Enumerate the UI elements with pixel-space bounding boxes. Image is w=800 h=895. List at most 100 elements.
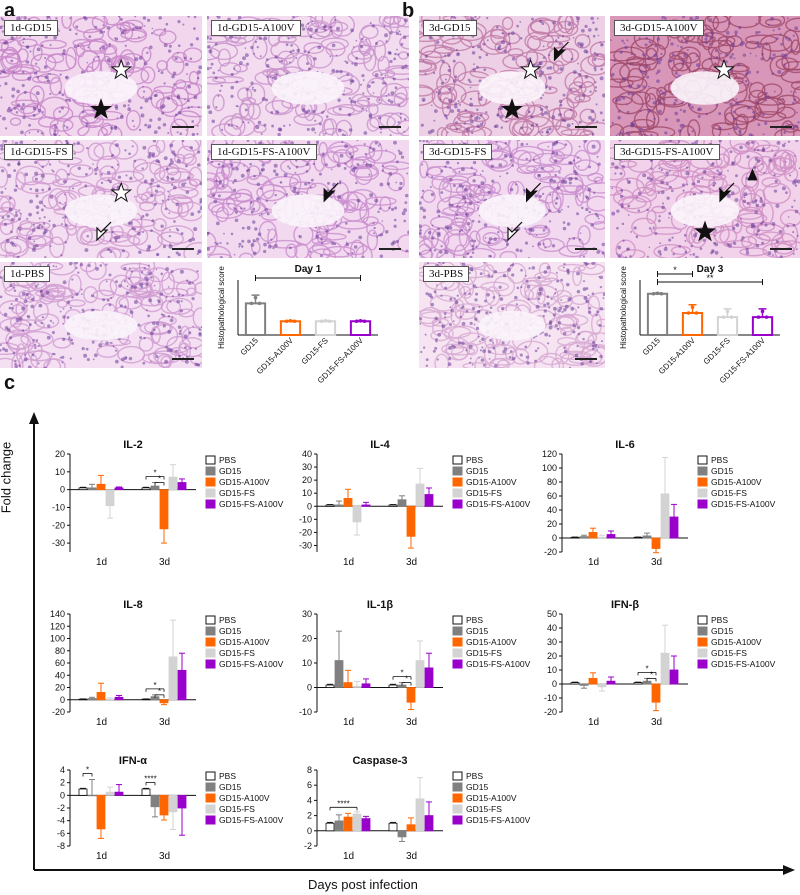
tissue-nucleus (781, 143, 786, 148)
tissue-nucleus (532, 245, 534, 248)
tissue-nucleus (528, 227, 533, 232)
tissue-nucleus (308, 27, 313, 32)
tissue-nucleus (16, 103, 21, 107)
tissue-nucleus (560, 113, 562, 116)
tissue-nucleus (84, 248, 89, 253)
tissue-nucleus (114, 359, 119, 364)
tissue-nucleus (663, 98, 666, 101)
tissue-alveolus (420, 50, 443, 65)
tissue-nucleus (437, 227, 440, 231)
tissue-nucleus (142, 16, 147, 20)
tissue-nucleus (74, 262, 78, 265)
tissue-nucleus (548, 334, 551, 338)
tissue-nucleus (20, 212, 22, 215)
tissue-nucleus (124, 29, 127, 32)
tissue-nucleus (145, 213, 149, 217)
tissue-nucleus (0, 344, 2, 347)
tissue-nucleus (163, 82, 166, 85)
tissue-nucleus (137, 36, 140, 39)
tissue-alveolus (732, 143, 750, 155)
tissue-nucleus (590, 118, 595, 122)
y-tick-label: 0 (552, 533, 557, 543)
tissue-nucleus (644, 43, 648, 47)
tissue-nucleus (83, 353, 88, 358)
tissue-alveolus (18, 227, 34, 237)
tissue-nucleus (85, 172, 88, 176)
tissue-nucleus (71, 278, 74, 281)
tissue-nucleus (504, 141, 508, 145)
tissue-alveolus (5, 251, 15, 258)
tissue-nucleus (215, 242, 219, 246)
tissue-nucleus (321, 152, 325, 156)
tissue-nucleus (396, 48, 398, 51)
chart-title: Day 1 (295, 264, 322, 275)
tissue-nucleus (234, 218, 239, 223)
tissue-nucleus (60, 106, 64, 110)
tissue-nucleus (61, 93, 65, 97)
tissue-nucleus (695, 232, 698, 235)
tissue-lumen (271, 194, 345, 228)
tissue-nucleus (199, 206, 202, 211)
tissue-nucleus (305, 169, 309, 173)
tissue-nucleus (237, 16, 242, 20)
tissue-nucleus (488, 237, 493, 241)
tissue-nucleus (497, 47, 500, 50)
tissue-nucleus (309, 250, 312, 253)
tissue-nucleus (406, 52, 409, 57)
tissue-nucleus (365, 110, 368, 112)
y-tick-label: 2 (60, 778, 65, 788)
tissue-nucleus (684, 250, 688, 254)
tissue-nucleus (199, 181, 202, 186)
tissue-nucleus (560, 208, 563, 211)
tissue-nucleus (626, 247, 630, 251)
tissue-nucleus (737, 63, 741, 67)
tissue-nucleus (718, 171, 722, 176)
chart-title: IL-8 (123, 599, 143, 611)
x-tick-label: 1d (343, 557, 354, 568)
tissue-nucleus (192, 325, 194, 328)
tissue-nucleus (532, 63, 536, 67)
tissue-nucleus (143, 90, 146, 93)
tissue-nucleus (448, 226, 453, 230)
tissue-nucleus (764, 121, 768, 125)
tissue-nucleus (29, 50, 32, 53)
tissue-nucleus (490, 275, 494, 278)
tissue-nucleus (726, 193, 731, 198)
tissue-nucleus (524, 227, 527, 230)
tissue-alveolus (177, 201, 190, 218)
tissue-nucleus (314, 131, 317, 134)
tissue-nucleus (143, 25, 146, 27)
tissue-nucleus (610, 39, 612, 42)
tissue-nucleus (786, 224, 789, 228)
legend-swatch-gd15-a100v (205, 477, 216, 487)
tissue-nucleus (393, 57, 397, 61)
tissue-nucleus (594, 81, 597, 84)
tissue-nucleus (596, 310, 600, 314)
tissue-nucleus (61, 361, 64, 364)
tissue-nucleus (794, 91, 797, 94)
tissue-nucleus (584, 24, 588, 29)
tissue-nucleus (195, 37, 199, 41)
tissue-nucleus (691, 182, 696, 186)
tissue-nucleus (429, 248, 432, 252)
tissue-nucleus (758, 30, 761, 34)
tissue-nucleus (35, 339, 39, 342)
tissue-nucleus (187, 16, 190, 18)
tissue-nucleus (439, 90, 441, 92)
tissue-alveolus (182, 153, 197, 166)
tissue-nucleus (436, 40, 440, 44)
tissue-nucleus (570, 307, 575, 311)
tissue-nucleus (307, 67, 311, 71)
tissue-nucleus (688, 133, 691, 136)
tissue-alveolus (774, 128, 800, 136)
tissue-alveolus (96, 176, 121, 193)
tissue-nucleus (516, 286, 520, 290)
tissue-nucleus (137, 323, 141, 327)
y-tick-label: 0 (307, 501, 312, 511)
tissue-nucleus (546, 66, 550, 70)
tissue-nucleus (518, 140, 521, 142)
tissue-nucleus (189, 146, 193, 150)
tissue-nucleus (23, 90, 27, 95)
y-tick-label: -2 (57, 803, 65, 813)
